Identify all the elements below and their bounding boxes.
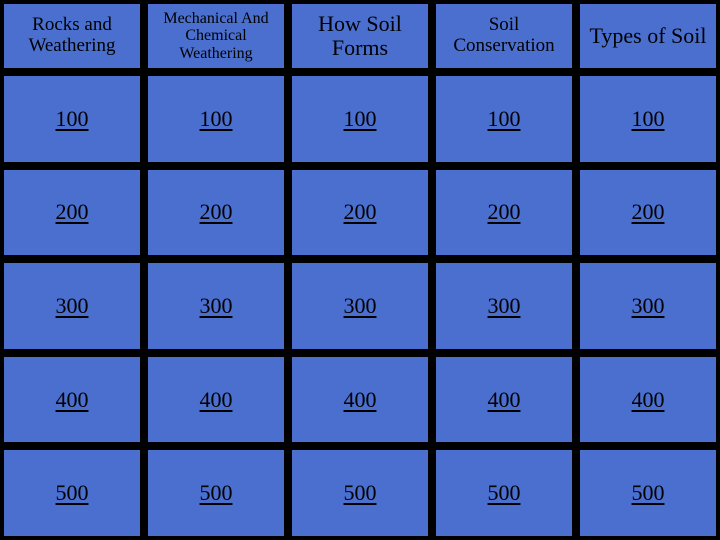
category-header-how-soil-forms: How Soil Forms — [289, 1, 431, 71]
value-cell-c1-400[interactable]: 400 — [145, 354, 287, 446]
value-label: 100 — [200, 106, 233, 132]
value-label: 300 — [488, 293, 521, 319]
value-label: 200 — [632, 199, 665, 225]
category-label: Mechanical And Chemical Weathering — [152, 10, 280, 63]
value-cell-c4-200[interactable]: 200 — [577, 167, 719, 259]
value-cell-c4-300[interactable]: 300 — [577, 260, 719, 352]
value-label: 500 — [632, 480, 665, 506]
value-label: 400 — [56, 387, 89, 413]
value-cell-c0-200[interactable]: 200 — [1, 167, 143, 259]
value-cell-c1-100[interactable]: 100 — [145, 73, 287, 165]
value-cell-c3-500[interactable]: 500 — [433, 447, 575, 539]
value-cell-c2-400[interactable]: 400 — [289, 354, 431, 446]
value-label: 100 — [344, 106, 377, 132]
category-label: Rocks and Weathering — [8, 15, 136, 57]
category-label: Soil Conservation — [440, 15, 568, 57]
value-label: 300 — [56, 293, 89, 319]
value-cell-c2-200[interactable]: 200 — [289, 167, 431, 259]
value-label: 400 — [344, 387, 377, 413]
value-cell-c3-100[interactable]: 100 — [433, 73, 575, 165]
value-cell-c1-500[interactable]: 500 — [145, 447, 287, 539]
value-label: 300 — [344, 293, 377, 319]
value-label: 500 — [56, 480, 89, 506]
value-label: 400 — [200, 387, 233, 413]
value-cell-c1-200[interactable]: 200 — [145, 167, 287, 259]
value-cell-c0-100[interactable]: 100 — [1, 73, 143, 165]
value-label: 300 — [200, 293, 233, 319]
value-cell-c4-100[interactable]: 100 — [577, 73, 719, 165]
value-label: 200 — [200, 199, 233, 225]
category-header-rocks-and-weathering: Rocks and Weathering — [1, 1, 143, 71]
value-cell-c0-300[interactable]: 300 — [1, 260, 143, 352]
value-label: 100 — [632, 106, 665, 132]
value-label: 400 — [632, 387, 665, 413]
category-label: Types of Soil — [589, 24, 706, 48]
value-cell-c0-400[interactable]: 400 — [1, 354, 143, 446]
value-cell-c2-300[interactable]: 300 — [289, 260, 431, 352]
value-cell-c4-400[interactable]: 400 — [577, 354, 719, 446]
value-label: 100 — [488, 106, 521, 132]
value-cell-c3-200[interactable]: 200 — [433, 167, 575, 259]
value-label: 500 — [200, 480, 233, 506]
value-cell-c2-500[interactable]: 500 — [289, 447, 431, 539]
value-cell-c3-400[interactable]: 400 — [433, 354, 575, 446]
value-label: 200 — [56, 199, 89, 225]
value-label: 500 — [344, 480, 377, 506]
value-cell-c4-500[interactable]: 500 — [577, 447, 719, 539]
value-label: 200 — [488, 199, 521, 225]
value-cell-c3-300[interactable]: 300 — [433, 260, 575, 352]
jeopardy-board: Rocks and Weathering Mechanical And Chem… — [0, 0, 720, 540]
category-header-mechanical-and-chemical-weathering: Mechanical And Chemical Weathering — [145, 1, 287, 71]
value-label: 300 — [632, 293, 665, 319]
value-label: 200 — [344, 199, 377, 225]
value-cell-c0-500[interactable]: 500 — [1, 447, 143, 539]
category-header-soil-conservation: Soil Conservation — [433, 1, 575, 71]
value-cell-c1-300[interactable]: 300 — [145, 260, 287, 352]
category-header-types-of-soil: Types of Soil — [577, 1, 719, 71]
value-label: 500 — [488, 480, 521, 506]
value-label: 100 — [56, 106, 89, 132]
value-label: 400 — [488, 387, 521, 413]
category-label: How Soil Forms — [296, 12, 424, 60]
value-cell-c2-100[interactable]: 100 — [289, 73, 431, 165]
